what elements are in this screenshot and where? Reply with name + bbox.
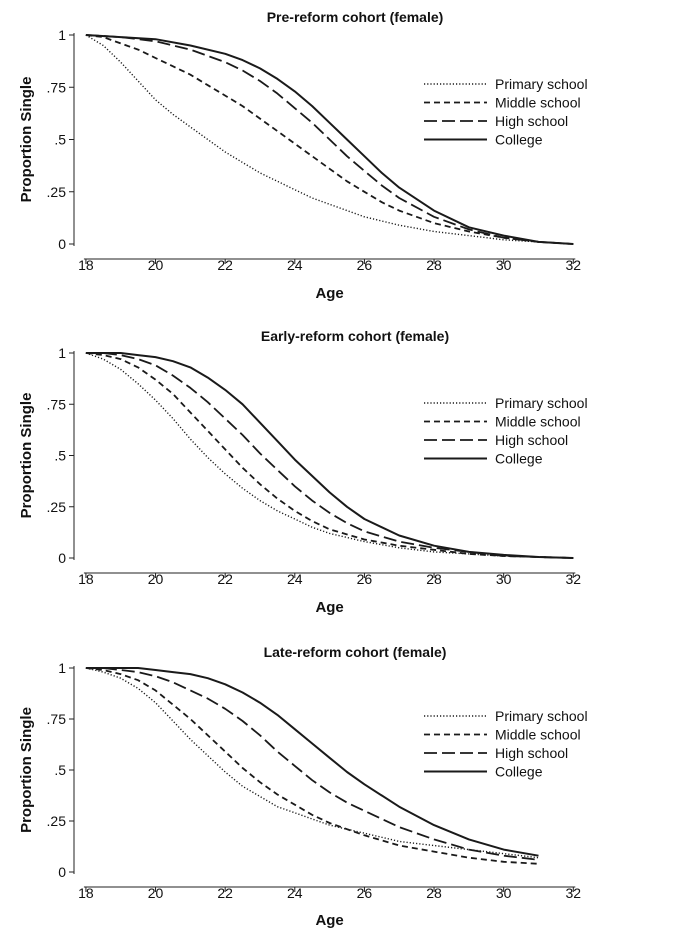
- x-tick-label: 28: [426, 885, 442, 901]
- x-tick-label: 32: [566, 571, 582, 587]
- x-tick-label: 30: [496, 885, 512, 901]
- series-line-middle-school: [85, 34, 574, 245]
- x-tick-label: 22: [217, 257, 233, 273]
- series-line-high-school: [85, 34, 574, 245]
- x-tick-label: 30: [496, 257, 512, 273]
- x-tick-label: 28: [426, 257, 442, 273]
- legend-label: College: [495, 132, 543, 148]
- y-tick-label: 1: [58, 345, 66, 361]
- y-tick-label: .25: [47, 499, 67, 515]
- series-line-college: [85, 34, 574, 245]
- legend-label: High school: [495, 432, 568, 448]
- x-tick-label: 26: [357, 571, 373, 587]
- x-tick-label: 24: [287, 571, 303, 587]
- chart-title: Early-reform cohort (female): [261, 328, 449, 344]
- y-tick-label: .75: [47, 711, 67, 727]
- y-tick-label: .25: [47, 184, 67, 200]
- y-tick-label: .5: [54, 132, 66, 148]
- y-tick-label: 1: [58, 27, 66, 43]
- x-tick-label: 28: [426, 571, 442, 587]
- x-tick-label: 20: [148, 571, 164, 587]
- y-axis-title: Proportion Single: [18, 393, 35, 519]
- series-line-college: [85, 667, 539, 857]
- legend-label: College: [495, 764, 543, 780]
- x-tick-label: 18: [78, 257, 94, 273]
- series-line-high-school: [85, 352, 574, 559]
- series-line-middle-school: [85, 352, 574, 559]
- x-tick-label: 30: [496, 571, 512, 587]
- x-axis-title: Age: [315, 912, 343, 929]
- x-tick-label: 18: [78, 571, 94, 587]
- chart-panel-3: Late-reform cohort (female) 0 .25 .5 .75 1 18 2…: [18, 644, 588, 929]
- y-tick-label: .75: [47, 396, 67, 412]
- legend: Primary school Middle school High school Co…: [424, 395, 588, 467]
- y-tick-label: .5: [54, 762, 66, 778]
- x-tick-label: 26: [357, 885, 373, 901]
- legend-label: College: [495, 451, 543, 467]
- chart-panel-1: Pre-reform cohort (female) 0 .25 .5 .75 1 18 20…: [18, 9, 588, 302]
- chart-panel-2: Early-reform cohort (female) 0 .25 .5 .75 1 18…: [18, 328, 588, 616]
- x-tick-label: 20: [148, 885, 164, 901]
- series-line-high-school: [85, 667, 539, 861]
- x-tick-label: 26: [357, 257, 373, 273]
- legend-label: Middle school: [495, 95, 581, 111]
- x-tick-label: 20: [148, 257, 164, 273]
- x-tick-label: 32: [566, 885, 582, 901]
- x-tick-label: 18: [78, 885, 94, 901]
- x-tick-label: 24: [287, 257, 303, 273]
- y-tick-label: .25: [47, 813, 67, 829]
- legend-label: Primary school: [495, 708, 588, 724]
- x-tick-label: 22: [217, 571, 233, 587]
- legend-label: High school: [495, 745, 568, 761]
- series-line-college: [85, 352, 574, 559]
- legend: Primary school Middle school High school Co…: [424, 76, 588, 148]
- legend: Primary school Middle school High school Co…: [424, 708, 588, 780]
- x-tick-label: 22: [217, 885, 233, 901]
- x-tick-label: 32: [566, 257, 582, 273]
- y-tick-label: 0: [58, 864, 66, 880]
- x-tick-label: 24: [287, 885, 303, 901]
- x-axis-title: Age: [315, 599, 343, 616]
- legend-label: High school: [495, 113, 568, 129]
- legend-label: Middle school: [495, 727, 581, 743]
- y-tick-label: .75: [47, 79, 67, 95]
- series-line-middle-school: [85, 667, 539, 865]
- y-tick-label: 0: [58, 236, 66, 252]
- x-axis-title: Age: [315, 285, 343, 302]
- chart-title: Pre-reform cohort (female): [267, 9, 444, 25]
- y-tick-label: .5: [54, 448, 66, 464]
- chart-title: Late-reform cohort (female): [264, 644, 447, 660]
- series-line-primary-school: [85, 352, 574, 559]
- y-tick-label: 0: [58, 550, 66, 566]
- series-line-primary-school: [85, 667, 539, 859]
- y-tick-label: 1: [58, 660, 66, 676]
- legend-label: Primary school: [495, 395, 588, 411]
- legend-label: Middle school: [495, 414, 581, 430]
- legend-label: Primary school: [495, 76, 588, 92]
- y-axis-title: Proportion Single: [18, 707, 35, 833]
- y-axis-title: Proportion Single: [18, 77, 35, 203]
